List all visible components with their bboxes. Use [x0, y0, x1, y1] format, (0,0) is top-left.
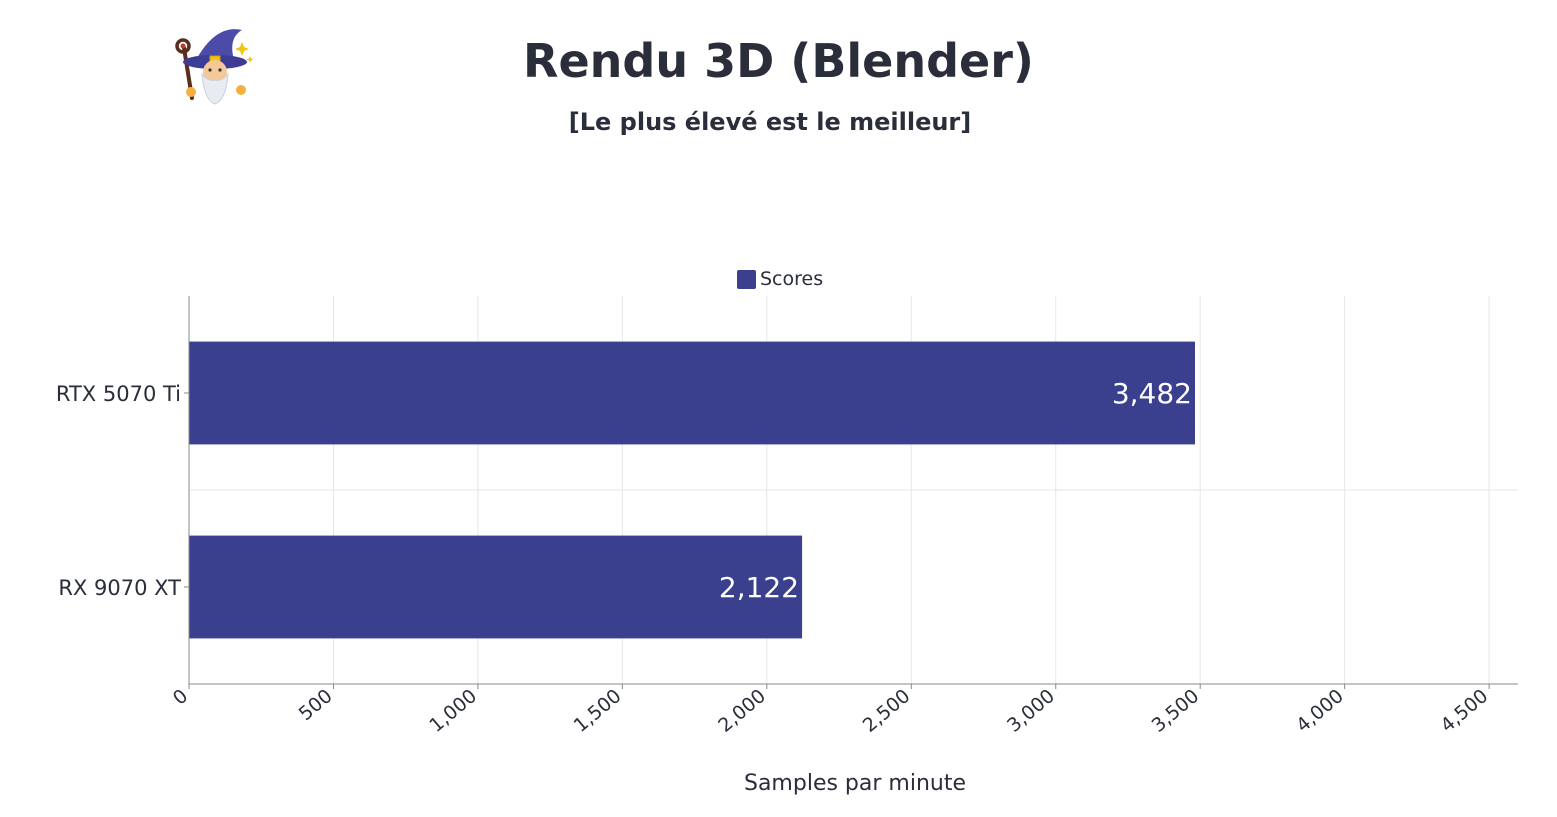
bar-value-label: 2,122: [719, 571, 799, 604]
x-tick-label: 2,000: [714, 685, 770, 737]
x-tick-label: 4,000: [1292, 685, 1348, 737]
y-tick-label: RX 9070 XT: [58, 576, 181, 600]
legend: Scores: [737, 268, 823, 290]
x-axis-title: Samples par minute: [744, 771, 966, 796]
y-tick-label: RTX 5070 Ti: [56, 382, 181, 406]
x-tick-label: 1,000: [425, 685, 481, 737]
x-tick-label: 2,500: [859, 685, 915, 737]
wizard-icon: [175, 29, 254, 105]
bars: [189, 341, 1195, 639]
bar: [189, 341, 1195, 445]
chart-subtitle: [Le plus élevé est le meilleur]: [568, 108, 972, 136]
x-tick-label: 3,500: [1148, 685, 1204, 737]
axes: [184, 296, 1518, 689]
bar: [189, 535, 803, 639]
chart-title: Rendu 3D (Blender): [523, 34, 1034, 88]
x-tick-label: 500: [295, 685, 337, 725]
legend-swatch: [737, 269, 756, 289]
x-tick-label: 3,000: [1003, 685, 1059, 737]
x-tick-label: 1,500: [570, 685, 626, 737]
bar-value-label: 3,482: [1112, 377, 1192, 410]
x-tick-label: 4,500: [1437, 685, 1493, 737]
legend-label: Scores: [760, 268, 824, 290]
